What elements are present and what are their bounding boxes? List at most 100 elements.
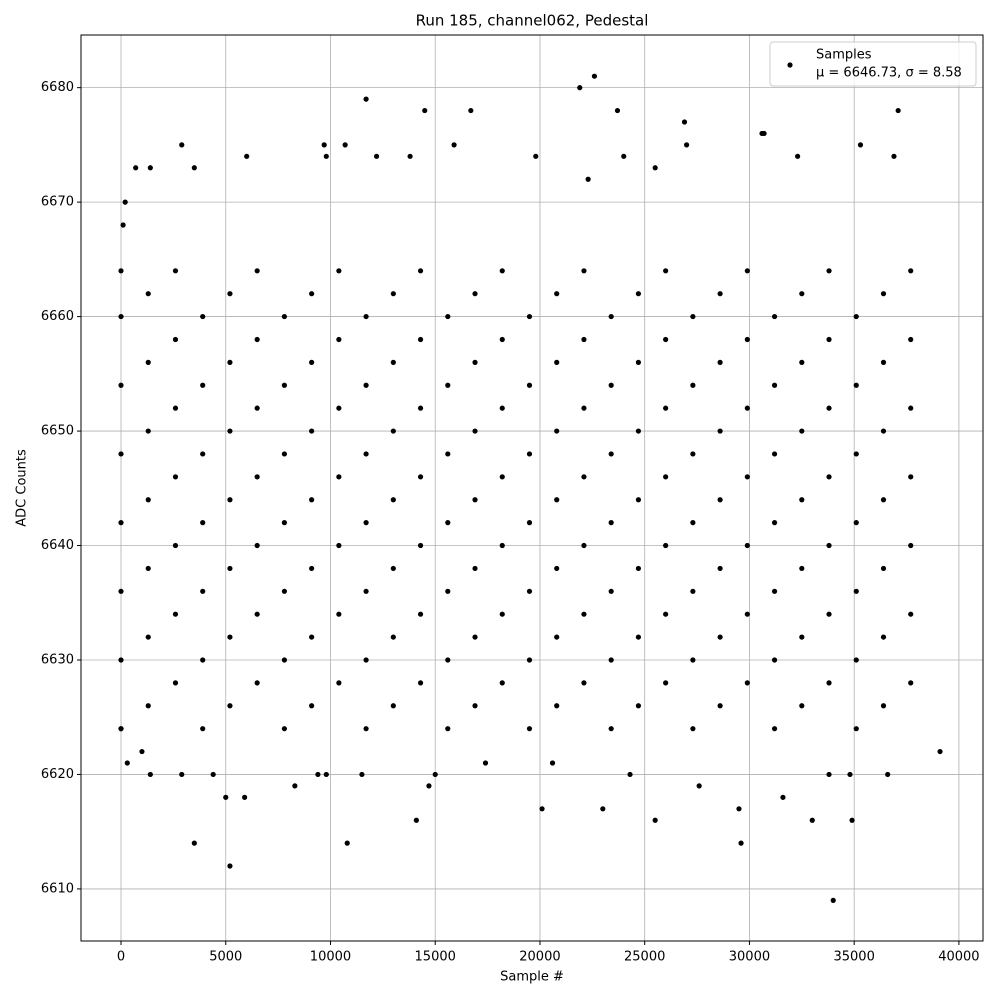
point (336, 611, 342, 617)
point (172, 474, 179, 480)
point (581, 336, 587, 343)
point (614, 107, 621, 114)
point (635, 359, 642, 365)
point (309, 565, 315, 572)
point (244, 153, 250, 159)
point (663, 268, 669, 274)
point (908, 405, 914, 411)
point (309, 291, 315, 297)
point (621, 153, 627, 159)
point (744, 542, 750, 549)
point (771, 657, 778, 663)
point (254, 474, 260, 480)
point (390, 291, 396, 297)
point (242, 794, 248, 800)
point (826, 268, 832, 274)
point (591, 73, 598, 79)
point (413, 817, 419, 823)
point (254, 336, 260, 343)
y-tick-label: 6680 (41, 80, 74, 95)
point (826, 680, 832, 686)
point (172, 680, 179, 686)
point (172, 405, 179, 411)
point (608, 657, 614, 663)
point (499, 268, 505, 274)
point (499, 611, 505, 617)
point (526, 313, 533, 320)
point (179, 142, 185, 148)
point (690, 313, 696, 320)
point (336, 268, 342, 274)
point (210, 771, 216, 778)
point (744, 474, 750, 480)
point (407, 153, 413, 159)
point (853, 313, 859, 320)
point (227, 863, 233, 869)
point (847, 771, 853, 778)
point (581, 611, 587, 617)
point (309, 359, 315, 365)
point (849, 817, 855, 823)
point (373, 153, 380, 159)
point (451, 142, 457, 148)
point (717, 291, 723, 297)
point (122, 199, 128, 205)
point (577, 85, 583, 91)
point (908, 611, 914, 617)
point (172, 611, 179, 617)
point (445, 382, 451, 388)
point (880, 565, 887, 572)
point (880, 428, 887, 434)
point (937, 748, 943, 755)
point (526, 726, 533, 732)
point (608, 382, 614, 388)
point (608, 726, 614, 732)
point (145, 291, 151, 297)
y-tick-label: 6660 (41, 309, 74, 324)
point (472, 291, 478, 297)
x-tick-label: 15000 (415, 950, 456, 965)
point (417, 336, 424, 343)
point (581, 268, 587, 274)
point (635, 565, 642, 572)
point (717, 359, 723, 365)
point (417, 268, 424, 274)
point (736, 806, 742, 812)
point (254, 542, 260, 549)
point (139, 748, 145, 755)
point (426, 783, 432, 789)
x-tick-label: 35000 (833, 950, 874, 965)
point (499, 405, 505, 411)
y-tick-label: 6630 (41, 652, 74, 667)
point (223, 794, 229, 800)
point (281, 382, 288, 388)
point (663, 611, 669, 617)
point (281, 588, 288, 594)
point (652, 817, 658, 823)
point (581, 405, 587, 411)
point (227, 428, 233, 434)
legend-label: Samples (816, 48, 872, 63)
point (172, 268, 179, 274)
point (363, 657, 369, 663)
point (200, 313, 206, 320)
x-axis-label: Sample # (500, 970, 564, 985)
point (200, 520, 206, 526)
point (281, 657, 288, 663)
point (191, 165, 197, 171)
point (908, 474, 914, 480)
point (635, 634, 642, 640)
point (363, 726, 369, 732)
point (608, 451, 614, 457)
point (179, 771, 185, 778)
point (417, 542, 424, 549)
point (771, 726, 778, 732)
point (227, 497, 233, 503)
point (908, 268, 914, 274)
series (118, 73, 943, 903)
point (118, 588, 124, 594)
point (826, 336, 832, 343)
point (526, 382, 533, 388)
point (853, 520, 859, 526)
point (363, 96, 369, 102)
